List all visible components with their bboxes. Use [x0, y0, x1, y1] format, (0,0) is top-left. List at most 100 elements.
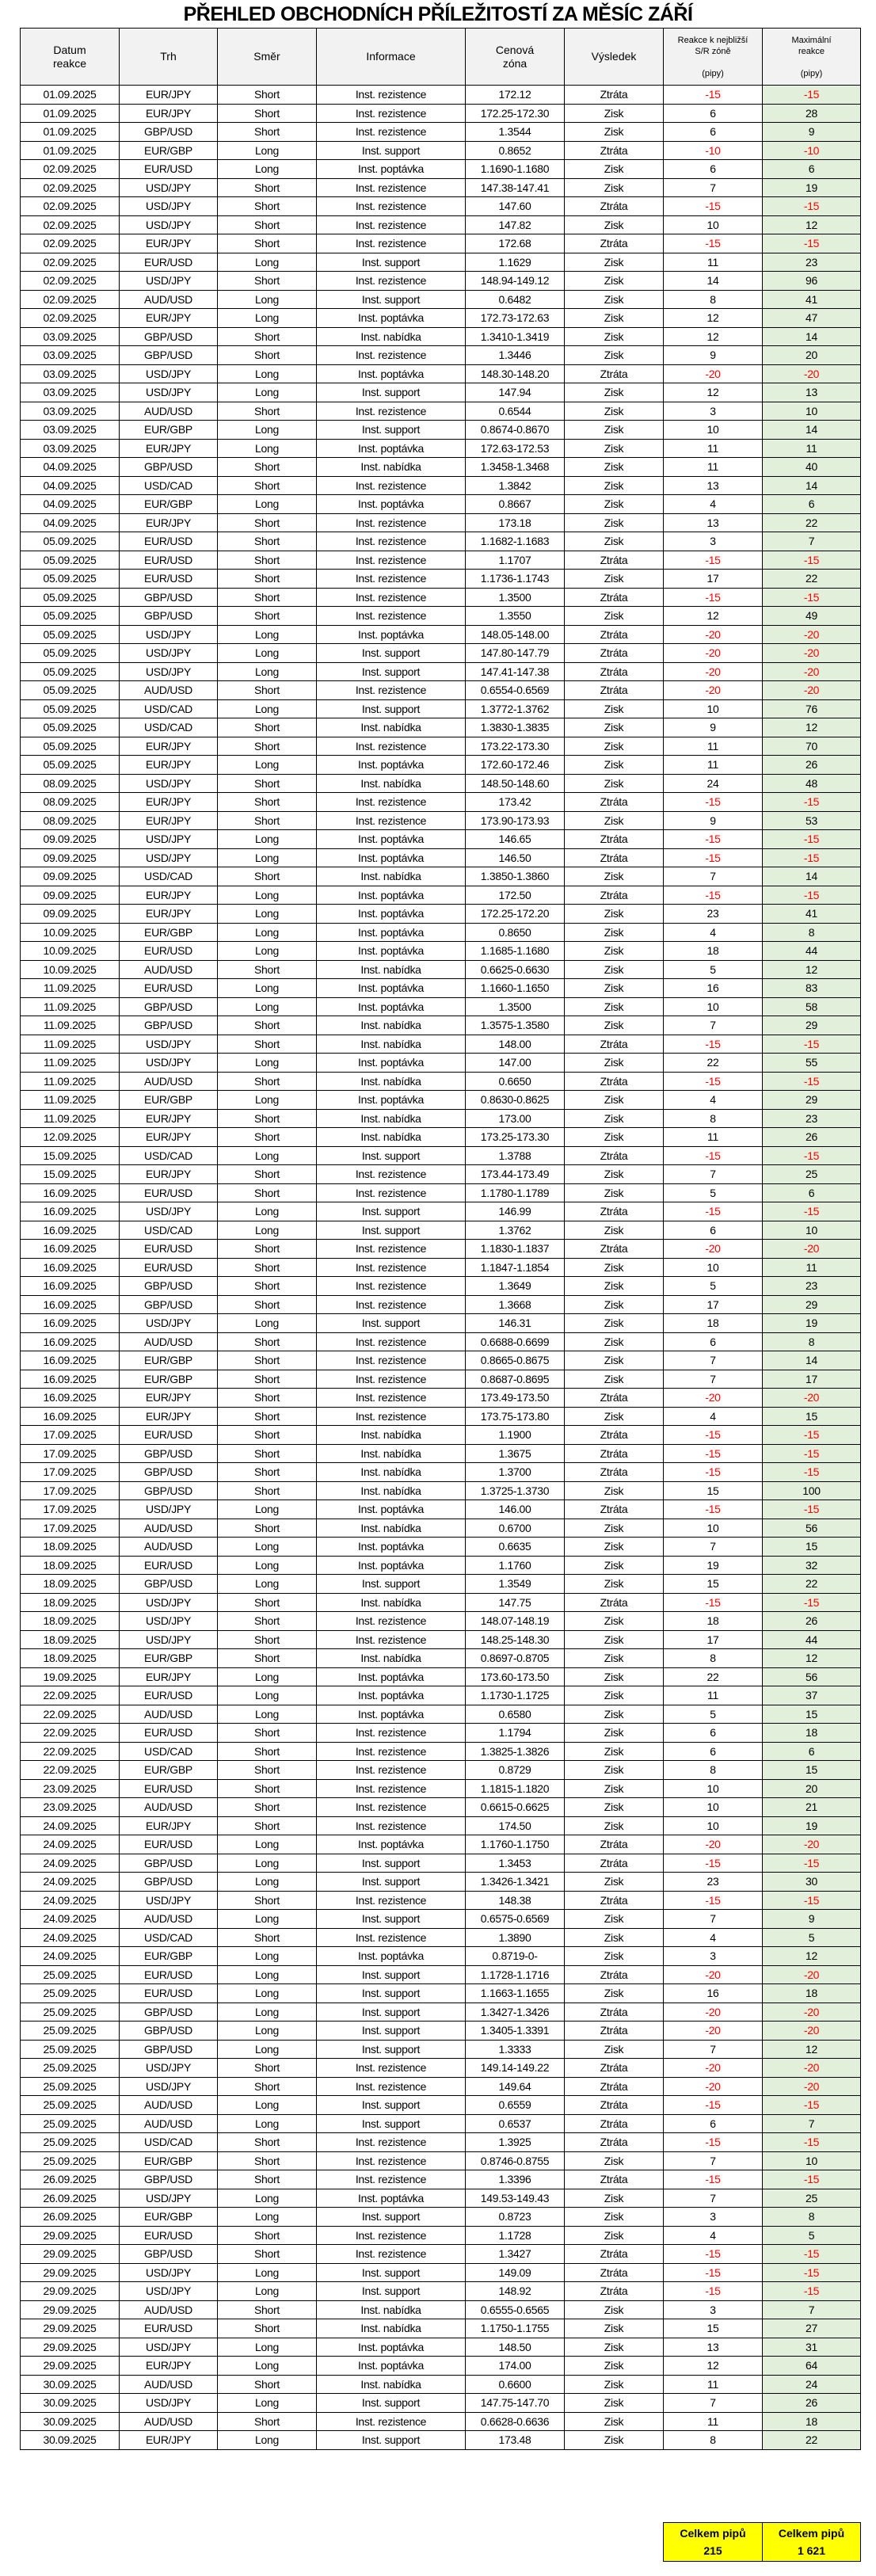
result-cell: Ztráta	[564, 1202, 664, 1221]
direction-cell: Long	[217, 2207, 317, 2227]
zone-cell: 0.8665-0.8675	[465, 1351, 565, 1370]
info-cell: Inst. support	[316, 1964, 466, 1984]
zone-cell: 1.3426-1.3421	[465, 1872, 565, 1892]
table-row: 29.09.2025 AUD/USD Short Inst. nabídka 0.655…	[20, 2300, 861, 2319]
reaction-cell: -15	[663, 2281, 763, 2301]
direction-cell: Long	[217, 364, 317, 383]
result-cell: Ztráta	[564, 85, 664, 105]
zone-cell: 1.1900	[465, 1425, 565, 1445]
result-cell: Zisk	[564, 2151, 664, 2170]
direction-cell: Short	[217, 1480, 317, 1500]
table-row: 22.09.2025 EUR/GBP Short Inst. rezistence 0.…	[20, 1760, 861, 1780]
max-reaction-cell: 7	[762, 2113, 861, 2133]
direction-cell: Short	[217, 1443, 317, 1463]
result-cell: Ztráta	[564, 1425, 664, 1445]
market-cell: USD/JPY	[119, 177, 218, 197]
reaction-cell: -15	[663, 550, 763, 570]
info-cell: Inst. support	[316, 1909, 466, 1929]
max-reaction-cell: -20	[762, 2021, 861, 2041]
result-cell: Zisk	[564, 1946, 664, 1966]
info-cell: Inst. rezistence	[316, 1388, 466, 1408]
info-cell: Inst. nabídka	[316, 1127, 466, 1147]
info-cell: Inst. rezistence	[316, 550, 466, 570]
max-reaction-cell: -15	[762, 196, 861, 216]
reaction-cell: 7	[663, 2151, 763, 2170]
result-cell: Ztráta	[564, 587, 664, 607]
date-cell: 26.09.2025	[20, 2188, 120, 2208]
table-row: 04.09.2025 USD/CAD Short Inst. rezistence 1.…	[20, 475, 861, 495]
market-cell: EUR/JPY	[119, 85, 218, 105]
market-cell: GBP/USD	[119, 1443, 218, 1463]
date-cell: 29.09.2025	[20, 2337, 120, 2357]
table-row: 24.09.2025 AUD/USD Long Inst. support 0.6575…	[20, 1909, 861, 1929]
result-cell: Zisk	[564, 699, 664, 718]
zone-cell: 1.1728	[465, 2225, 565, 2245]
table-row: 03.09.2025 GBP/USD Short Inst. nabídka 1.341…	[20, 326, 861, 346]
result-cell: Ztráta	[564, 829, 664, 849]
result-cell: Ztráta	[564, 2281, 664, 2301]
table-row: 29.09.2025 GBP/USD Short Inst. rezistence 1.…	[20, 2244, 861, 2264]
table-row: 05.09.2025 EUR/JPY Short Inst. rezistence 17…	[20, 736, 861, 756]
date-cell: 19.09.2025	[20, 1667, 120, 1686]
result-cell: Zisk	[564, 308, 664, 328]
max-reaction-cell: 5	[762, 2225, 861, 2245]
reaction-cell: 11	[663, 736, 763, 756]
reaction-cell: -20	[663, 661, 763, 681]
market-cell: USD/CAD	[119, 1145, 218, 1165]
reaction-cell: -15	[663, 1071, 763, 1091]
date-cell: 25.09.2025	[20, 2039, 120, 2059]
max-reaction-cell: -15	[762, 2132, 861, 2152]
market-cell: USD/JPY	[119, 829, 218, 849]
result-cell: Zisk	[564, 1983, 664, 2003]
zone-cell: 0.6625-0.6630	[465, 959, 565, 979]
result-cell: Zisk	[564, 1127, 664, 1147]
reaction-cell: 17	[663, 1294, 763, 1314]
result-cell: Zisk	[564, 289, 664, 309]
result-cell: Ztráta	[564, 1835, 664, 1854]
reaction-cell: -20	[663, 680, 763, 700]
direction-cell: Long	[217, 1053, 317, 1073]
date-cell: 11.09.2025	[20, 1016, 120, 1035]
zone-cell: 1.1760-1.1750	[465, 1835, 565, 1854]
header-reaction-line3: (pipy)	[702, 68, 724, 78]
reaction-cell: 10	[663, 1518, 763, 1538]
market-cell: USD/JPY	[119, 1592, 218, 1612]
reaction-cell: 3	[663, 2207, 763, 2227]
reaction-cell: -20	[663, 1239, 763, 1259]
info-cell: Inst. nabídka	[316, 1443, 466, 1463]
date-cell: 11.09.2025	[20, 1108, 120, 1128]
table-row: 15.09.2025 USD/CAD Long Inst. support 1.3788…	[20, 1145, 861, 1165]
direction-cell: Long	[217, 420, 317, 440]
date-cell: 03.09.2025	[20, 401, 120, 421]
result-cell: Ztráta	[564, 2132, 664, 2152]
reaction-cell: 11	[663, 2411, 763, 2431]
market-cell: USD/CAD	[119, 699, 218, 718]
result-cell: Ztráta	[564, 2058, 664, 2078]
direction-cell: Long	[217, 140, 317, 160]
zone-cell: 1.1660-1.1650	[465, 978, 565, 998]
result-cell: Ztráta	[564, 2244, 664, 2264]
date-cell: 22.09.2025	[20, 1704, 120, 1724]
table-row: 16.09.2025 USD/JPY Long Inst. support 146.99…	[20, 1202, 861, 1221]
reaction-cell: 7	[663, 1537, 763, 1557]
market-cell: GBP/USD	[119, 345, 218, 365]
max-reaction-cell: 20	[762, 345, 861, 365]
zone-cell: 1.3772-1.3762	[465, 699, 565, 718]
max-reaction-cell: 28	[762, 103, 861, 123]
reaction-cell: 6	[663, 103, 763, 123]
info-cell: Inst. rezistence	[316, 85, 466, 105]
market-cell: EUR/USD	[119, 1239, 218, 1259]
date-cell: 29.09.2025	[20, 2281, 120, 2301]
result-cell: Ztráta	[564, 1145, 664, 1165]
max-reaction-cell: 27	[762, 2319, 861, 2338]
direction-cell: Short	[217, 1648, 317, 1668]
date-cell: 08.09.2025	[20, 810, 120, 830]
market-cell: USD/JPY	[119, 215, 218, 234]
reaction-cell: 11	[663, 1127, 763, 1147]
reaction-cell: 12	[663, 326, 763, 346]
market-cell: USD/JPY	[119, 1611, 218, 1631]
zone-cell: 1.3458-1.3468	[465, 457, 565, 477]
zone-cell: 1.1847-1.1854	[465, 1257, 565, 1277]
zone-cell: 147.38-147.41	[465, 177, 565, 197]
direction-cell: Short	[217, 1797, 317, 1817]
